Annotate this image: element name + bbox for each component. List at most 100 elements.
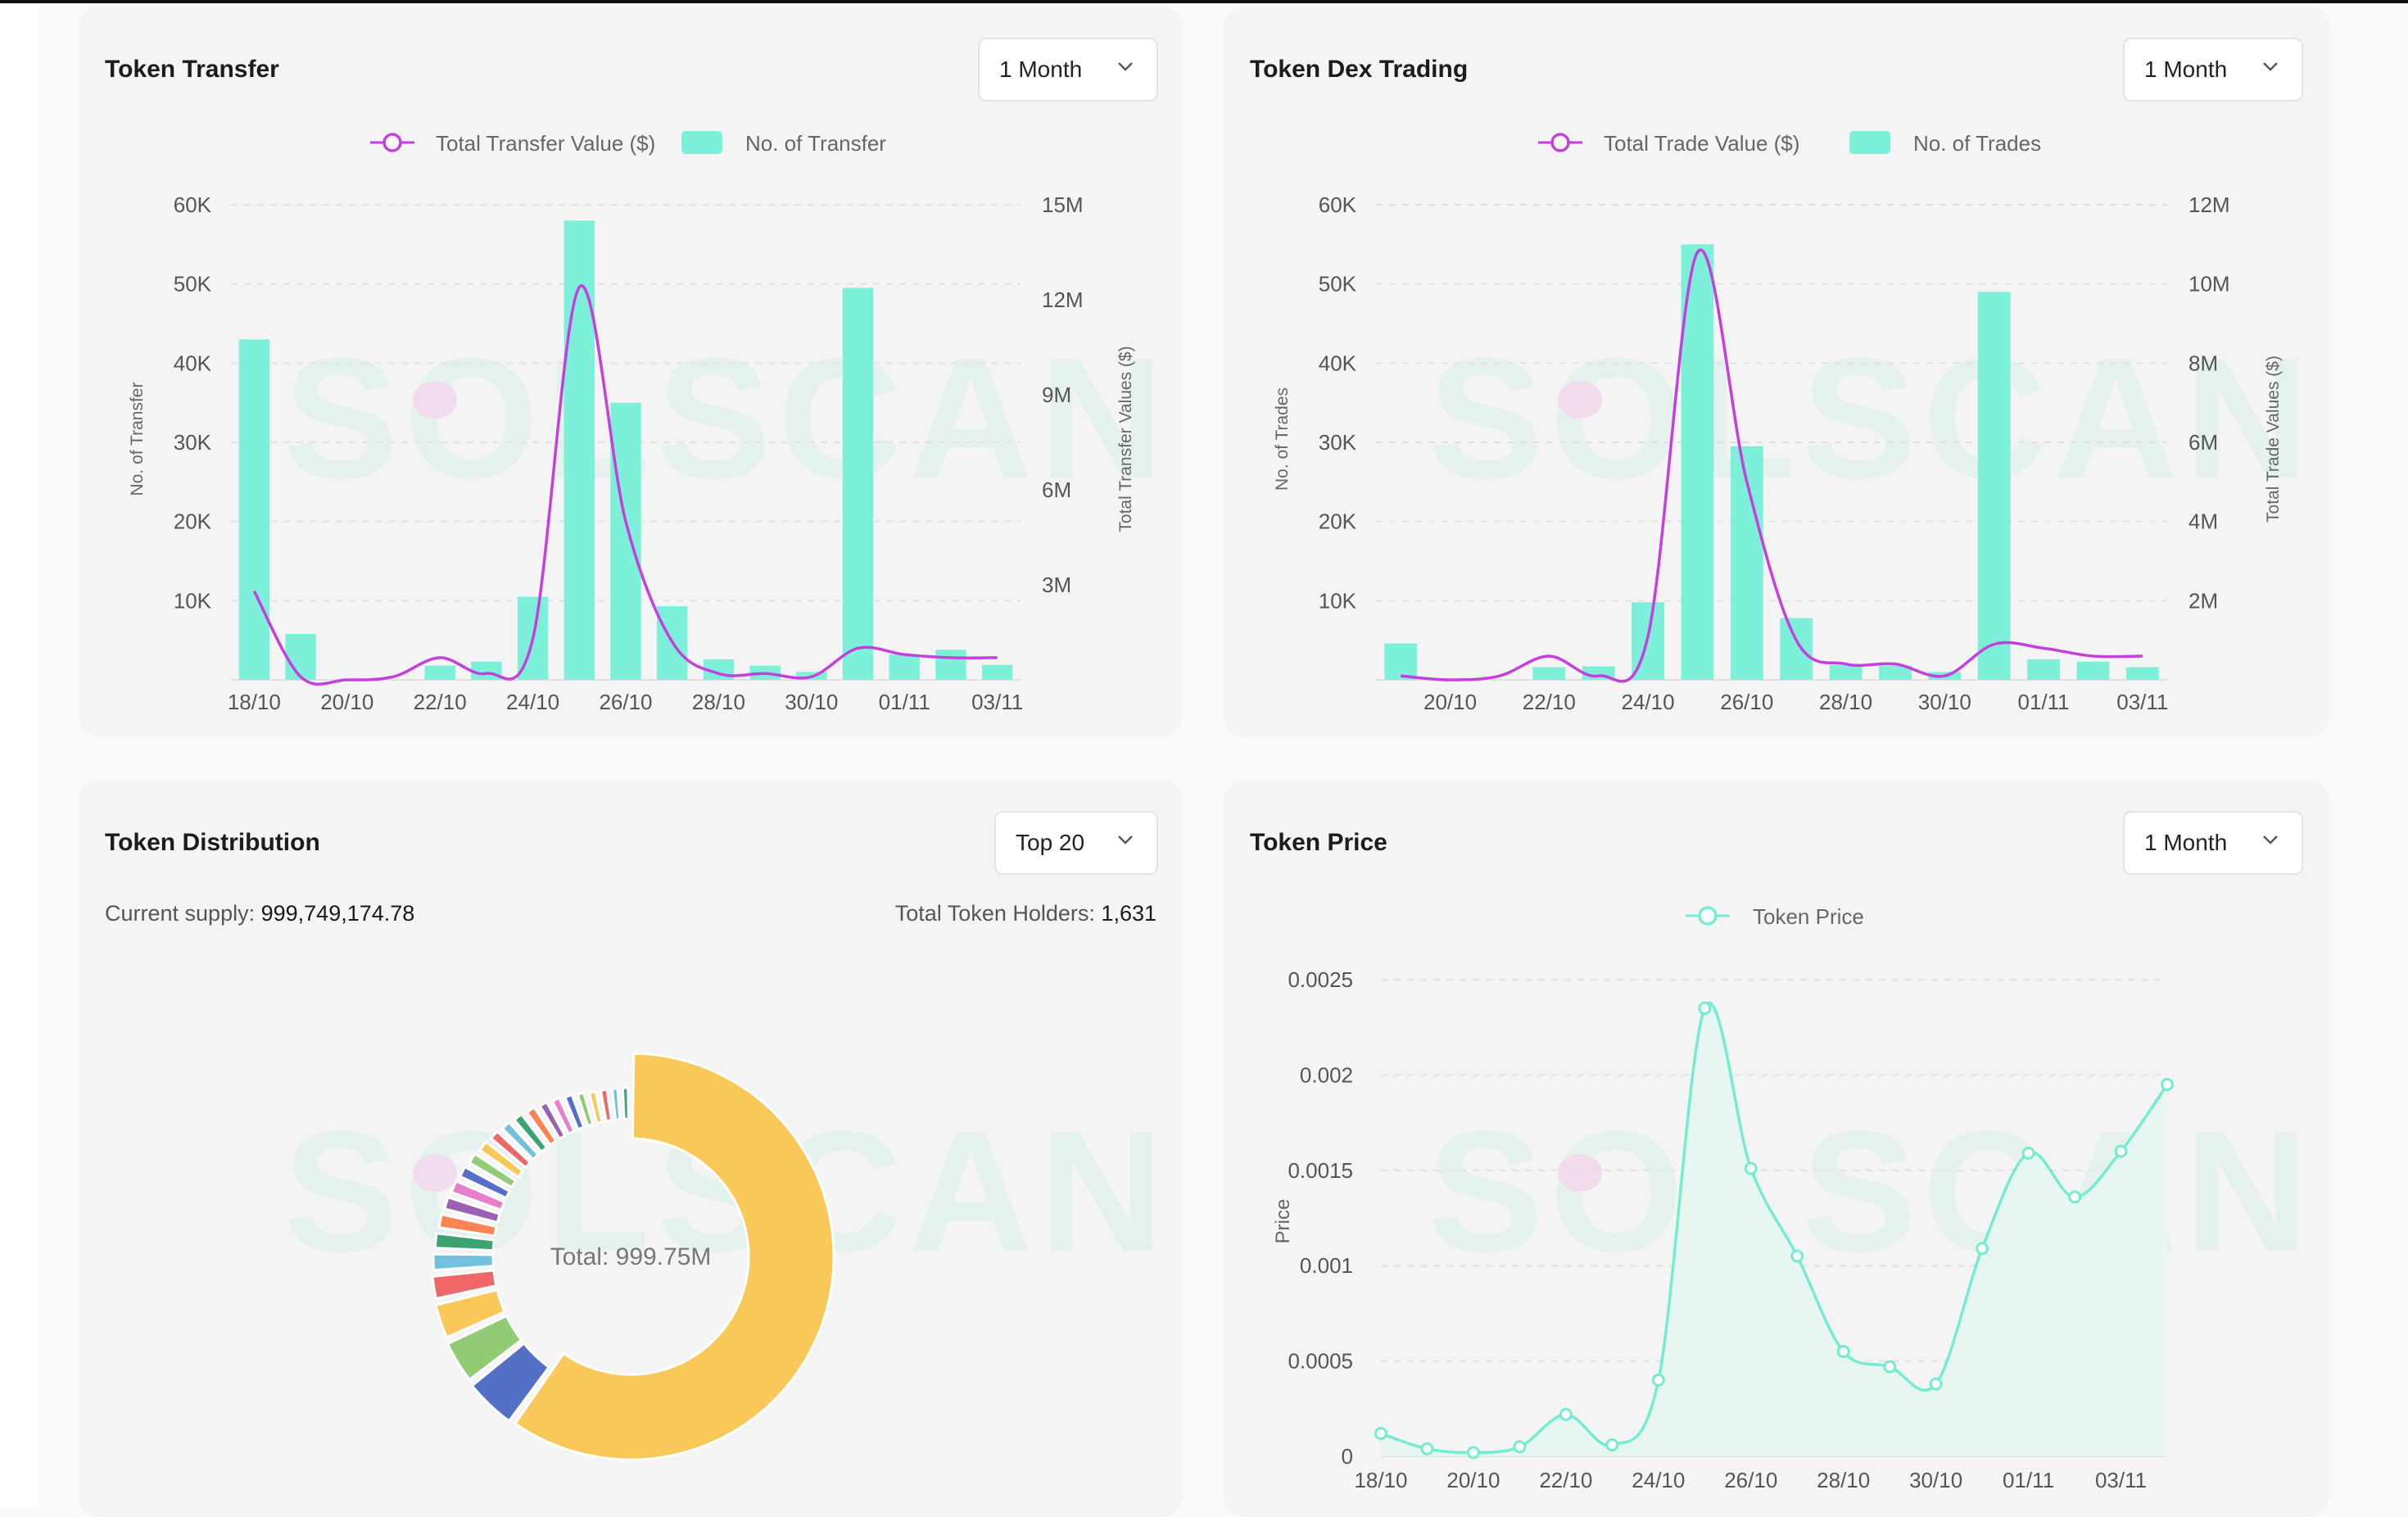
- period-dropdown[interactable]: 1 Month: [2123, 811, 2303, 875]
- donut-slice: [478, 1140, 524, 1179]
- y-tick-label: 0.002: [1300, 1062, 1353, 1087]
- bar-22/10: [1532, 667, 1566, 680]
- x-tick-label: 01/11: [2017, 690, 2069, 714]
- period-dropdown[interactable]: 1 Month: [978, 38, 1158, 102]
- price-chart: Token Price 0 0.0005 0.001 0.0015 0.002 0.0025…: [1272, 904, 2174, 1492]
- y2-axis-title: Total Transfer Values ($): [1116, 346, 1135, 532]
- legend-line-label: Total Trade Value ($): [1604, 131, 1799, 156]
- bar-01/11: [2027, 659, 2060, 680]
- x-tick-label: 18/10: [228, 690, 281, 714]
- y-tick-label: 50K: [174, 272, 212, 297]
- current-supply: Current supply: 999,749,174.78: [105, 901, 414, 926]
- watermark-dot: [1558, 381, 1602, 419]
- bar-27/10: [1780, 618, 1813, 680]
- donut-slice: [513, 1112, 549, 1153]
- x-tick-label: 20/10: [320, 690, 373, 714]
- donut-slice: [550, 1096, 576, 1135]
- donut-slice: [500, 1121, 540, 1161]
- donut-slice: [459, 1166, 511, 1200]
- y2-tick-label: 9M: [1042, 383, 1071, 407]
- top-edge-line: [0, 0, 2408, 3]
- y2-axis-title: Total Trade Values ($): [2264, 355, 2283, 523]
- donut-slice: [446, 1314, 523, 1381]
- x-tick-label: 03/11: [971, 690, 1023, 714]
- left-gutter: [0, 3, 39, 1507]
- price-point-28/10: [1836, 1344, 1850, 1358]
- donut-slice: [432, 1252, 495, 1272]
- x-tick-label: 01/11: [2003, 1468, 2054, 1492]
- price-point-21/10: [1513, 1440, 1527, 1454]
- price-point-22/10: [1559, 1407, 1573, 1421]
- holders-value: 1,631: [1101, 901, 1156, 926]
- donut-slice: [576, 1091, 595, 1127]
- price-point-29/10: [1883, 1360, 1897, 1374]
- series-line-total-value: [1401, 248, 2143, 683]
- token-dex-trading-card: SOLSCAN Token Dex Trading 1 Month Total …: [1224, 7, 2329, 737]
- x-tick-label: 01/11: [879, 690, 930, 714]
- y-tick-label: 40K: [1319, 351, 1357, 375]
- y2-tick-label: 2M: [2188, 588, 2218, 613]
- dropdown-value: 1 Month: [999, 57, 1083, 82]
- supply-value: 999,749,174.78: [260, 901, 415, 926]
- token-price-card: SOLSCAN Token Price 1 Month Token Price 0…: [1224, 780, 2329, 1517]
- watermark-dot: [413, 1154, 457, 1192]
- price-point-18/10: [1374, 1427, 1387, 1441]
- legend-bar-marker: [681, 131, 722, 154]
- bar-03/11: [2125, 667, 2159, 680]
- donut-slice: [610, 1087, 622, 1121]
- x-tick-label: 03/11: [2116, 690, 2168, 714]
- x-tick-label: 24/10: [506, 690, 559, 714]
- x-tick-label: 28/10: [692, 690, 745, 714]
- legend-line-marker-dot: [1550, 133, 1570, 152]
- token-transfer-card: SOLSCAN Token Transfer 1 Month Total Tra…: [79, 7, 1183, 737]
- price-point-20/10: [1466, 1446, 1480, 1460]
- holders-label: Total Token Holders:: [894, 901, 1095, 926]
- y2-tick-label: 3M: [1042, 573, 1071, 597]
- token-distribution-card: SOLSCAN Token Distribution Top 20 Curren…: [79, 780, 1183, 1517]
- legend-line-label: Total Transfer Value ($): [436, 131, 655, 156]
- legend-bar-label: No. of Trades: [1913, 131, 2041, 156]
- card-title: Token Price: [1250, 829, 1387, 856]
- x-tick-label: 26/10: [1724, 1468, 1777, 1492]
- y-tick-label: 0.001: [1300, 1253, 1353, 1278]
- x-tick-label: 26/10: [1720, 690, 1773, 714]
- legend-line-marker-dot: [382, 133, 402, 152]
- chevron-down-icon: [1118, 835, 1133, 845]
- top-holders-dropdown[interactable]: Top 20: [994, 811, 1158, 875]
- y2-tick-label: 6M: [1042, 478, 1071, 502]
- donut-slice: [434, 1288, 506, 1339]
- chevron-down-icon: [1118, 62, 1133, 71]
- bar-03/11: [981, 664, 1013, 680]
- donut-slice: [599, 1088, 613, 1123]
- price-point-30/10: [1929, 1377, 1943, 1391]
- x-tick-label: 28/10: [1817, 1468, 1870, 1492]
- bar-31/10: [1977, 292, 2011, 680]
- legend-label: Token Price: [1753, 904, 1864, 929]
- y2-tick-label: 12M: [2188, 192, 2230, 217]
- y-tick-label: 60K: [174, 192, 212, 217]
- donut-slice: [489, 1130, 532, 1169]
- bar-19/10: [1384, 643, 1418, 680]
- y2-tick-label: 6M: [2188, 430, 2218, 455]
- y2-tick-label: 12M: [1042, 288, 1084, 312]
- y-axis-title: No. of Transfer: [128, 383, 147, 496]
- y-axis-title: Price: [1272, 1199, 1294, 1244]
- chevron-down-icon: [2263, 62, 2278, 71]
- price-point-31/10: [1976, 1242, 1989, 1256]
- donut-slice: [443, 1196, 501, 1224]
- y-tick-label: 0: [1342, 1444, 1353, 1469]
- transfer-chart: Total Transfer Value ($) No. of Transfer 1…: [128, 131, 1135, 714]
- donut-center-label: Total: 999.75M: [550, 1243, 712, 1270]
- period-dropdown[interactable]: 1 Month: [2123, 38, 2303, 102]
- dex-chart: Total Trade Value ($) No. of Trades 10K 20K…: [1273, 131, 2283, 714]
- y2-tick-label: 8M: [2188, 351, 2218, 375]
- y2-tick-label: 15M: [1042, 192, 1084, 217]
- x-tick-label: 30/10: [1909, 1468, 1962, 1492]
- x-tick-label: 22/10: [1539, 1468, 1592, 1492]
- dropdown-value: Top 20: [1016, 830, 1085, 855]
- bar-02/11: [2076, 661, 2110, 680]
- donut-slice: [588, 1090, 604, 1125]
- x-tick-label: 20/10: [1424, 690, 1477, 714]
- donut-slice: [538, 1101, 567, 1140]
- bar-25/10: [1681, 244, 1714, 680]
